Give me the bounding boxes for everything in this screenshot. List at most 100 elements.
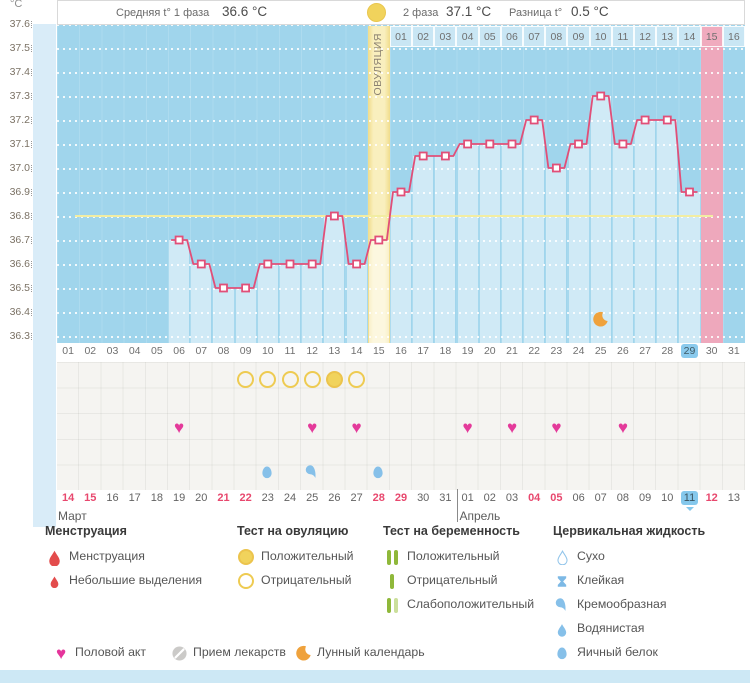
calendar-date-Апрель-08[interactable]: 08 [616,492,630,504]
calendar-date-Апрель-13[interactable]: 13 [727,492,741,504]
cycle-day-label-22[interactable]: 22 [528,345,541,357]
calendar-date-Апрель-04[interactable]: 04 [528,492,541,504]
calendar-date-Апрель-12[interactable]: 12 [705,492,718,504]
ovulation-test-negative-day-9 [237,371,255,388]
cycle-day-label-26[interactable]: 26 [617,345,629,357]
calendar-date-Март-16[interactable]: 16 [106,492,119,504]
data-point-day-16[interactable] [396,187,406,197]
gridline-37.2 [57,120,745,122]
calendar-date-Март-26[interactable]: 26 [328,492,341,504]
data-point-day-12[interactable] [307,259,317,269]
calendar-date-Март-23[interactable]: 23 [261,492,274,504]
data-point-day-17[interactable] [418,151,428,161]
cycle-day-label-17[interactable]: 17 [417,345,430,357]
cycle-day-label-28[interactable]: 28 [661,345,674,357]
data-point-day-20[interactable] [485,139,495,149]
intercourse-heart-icon-day-19: ♥ [462,418,473,437]
data-point-day-23[interactable] [551,163,561,173]
calendar-date-Март-15[interactable]: 15 [84,492,97,504]
cycle-day-label-15[interactable]: 15 [372,345,385,357]
dpo-cell-10: 10 [589,26,612,47]
data-point-day-9[interactable] [241,283,251,293]
calendar-date-Апрель-11[interactable]: 11 [678,491,700,505]
calendar-date-Апрель-05[interactable]: 05 [550,492,563,504]
cycle-day-label-01[interactable]: 01 [62,345,74,357]
calendar-date-Март-24[interactable]: 24 [283,492,297,504]
calendar-date-Апрель-09[interactable]: 09 [638,492,652,504]
cycle-day-label-24[interactable]: 24 [572,345,585,357]
calendar-date-Апрель-10[interactable]: 10 [661,492,674,504]
data-point-day-18[interactable] [440,151,450,161]
cycle-day-label-05[interactable]: 05 [151,345,163,357]
data-point-day-15[interactable] [374,235,384,245]
intercourse-heart-icon-day-12: ♥ [307,418,318,437]
data-point-day-14[interactable] [352,259,362,269]
cycle-day-label-03[interactable]: 03 [106,345,119,357]
cycle-day-label-08[interactable]: 08 [217,345,230,357]
calendar-date-Март-22[interactable]: 22 [239,492,252,504]
calendar-date-Март-17[interactable]: 17 [128,492,141,504]
calendar-date-Март-21[interactable]: 21 [217,492,230,504]
cycle-day-label-11[interactable]: 11 [284,345,296,357]
cycle-day-label-09[interactable]: 09 [239,345,252,357]
calendar-date-Апрель-07[interactable]: 07 [594,492,607,504]
cycle-day-label-06[interactable]: 06 [173,345,185,357]
cycle-day-label-10[interactable]: 10 [261,345,274,357]
calendar-date-Март-31[interactable]: 31 [439,492,452,504]
data-point-day-8[interactable] [219,283,228,293]
data-point-day-21[interactable] [507,139,517,149]
cycle-day-label-20[interactable]: 20 [483,345,496,357]
calendar-date-Март-19[interactable]: 19 [172,492,186,504]
cycle-day-label-25[interactable]: 25 [594,345,607,357]
data-point-day-25[interactable] [596,91,606,101]
cycle-day-label-16[interactable]: 16 [395,345,407,357]
y-axis-label: 36.9 [9,186,30,198]
data-point-day-13[interactable] [329,211,339,221]
calendar-date-Апрель-03[interactable]: 03 [505,492,519,504]
cycle-day-label-27[interactable]: 27 [639,345,651,357]
data-point-day-28[interactable] [662,115,672,125]
calendar-date-Апрель-06[interactable]: 06 [572,492,585,504]
cycle-day-label-18[interactable]: 18 [439,345,452,357]
calendar-date-Март-18[interactable]: 18 [150,492,164,504]
calendar-date-Март-30[interactable]: 30 [417,492,430,504]
gridline-36.7 [57,240,745,242]
dpo-cell-01: 01 [389,26,413,47]
dpo-cell-12: 12 [633,26,657,47]
cycle-day-label-13[interactable]: 13 [328,345,341,357]
cycle-day-label-14[interactable]: 14 [350,345,363,357]
cycle-day-label-07[interactable]: 07 [195,345,208,357]
data-point-day-11[interactable] [285,259,295,269]
calendar-date-Март-20[interactable]: 20 [195,492,208,504]
calendar-date-Март-29[interactable]: 29 [394,492,408,504]
y-axis-tick [31,93,33,100]
cycle-day-label-19[interactable]: 19 [461,345,474,357]
calendar-date-Апрель-01[interactable]: 01 [461,492,474,504]
data-point-day-19[interactable] [463,139,473,149]
cycle-day-label-12[interactable]: 12 [306,345,319,357]
calendar-date-Апрель-02[interactable]: 02 [483,492,496,504]
data-point-day-22[interactable] [529,115,539,125]
data-point-day-24[interactable] [574,139,583,149]
cycle-day-label-31[interactable]: 31 [728,345,740,357]
cycle-day-label-21[interactable]: 21 [506,345,518,357]
data-point-day-26[interactable] [618,139,628,149]
legend-item-label: Половой акт [75,645,147,659]
calendar-date-Март-28[interactable]: 28 [372,492,385,504]
cycle-day-label-04[interactable]: 04 [128,345,141,357]
cycle-day-label-23[interactable]: 23 [550,345,563,357]
data-point-day-7[interactable] [196,259,206,269]
calendar-date-Март-27[interactable]: 27 [350,492,363,504]
cycle-day-label-29[interactable]: 29 [678,344,700,358]
cycle-day-label-02[interactable]: 02 [84,345,97,357]
data-point-day-10[interactable] [263,259,273,269]
data-point-day-27[interactable] [640,115,650,125]
calendar-date-Март-25[interactable]: 25 [306,492,319,504]
data-point-day-6[interactable] [174,235,184,245]
calendar-date-Март-14[interactable]: 14 [61,492,75,504]
temp-bar-day-8 [213,288,234,343]
data-point-day-29[interactable] [685,187,694,197]
cycle-day-label-30[interactable]: 30 [705,345,718,357]
ovulation-test-negative-day-10 [259,371,277,388]
phase2-value: 37.1 °C [446,4,492,19]
